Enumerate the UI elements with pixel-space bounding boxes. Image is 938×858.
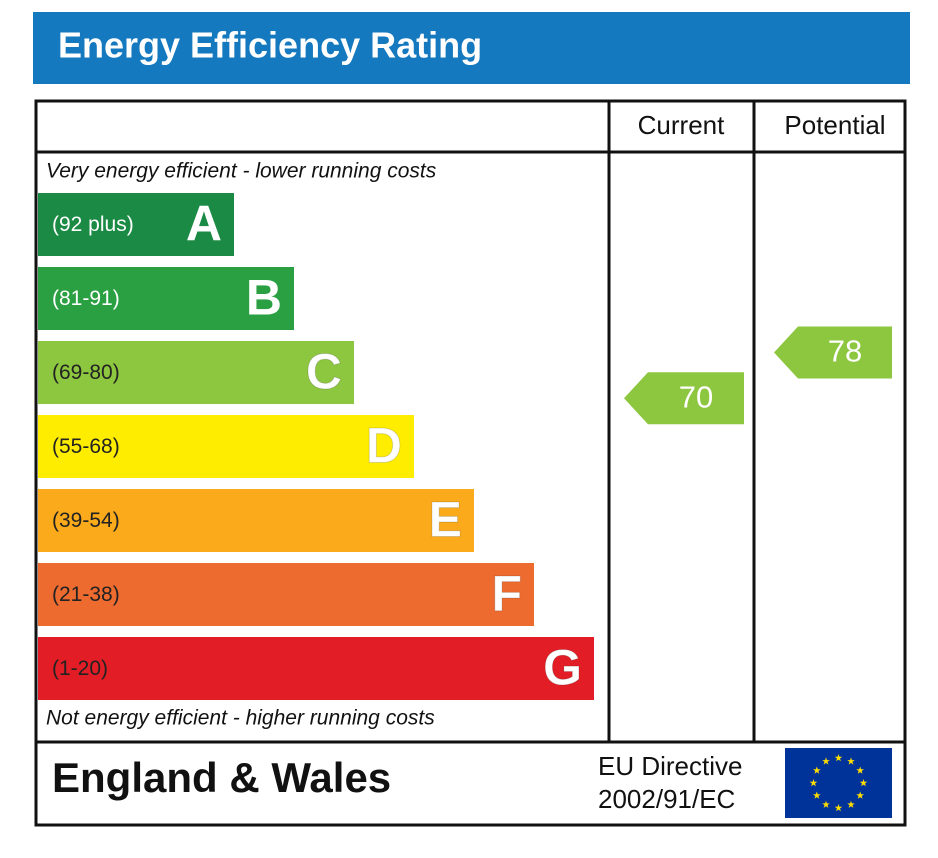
band-range: (69-80) [52, 361, 120, 384]
band-range: (92 plus) [52, 213, 134, 236]
rating-value: 70 [679, 379, 713, 414]
flag-star [856, 766, 864, 774]
title: Energy Efficiency Rating [58, 25, 482, 66]
band-bar [38, 267, 294, 330]
column-header: Current [638, 110, 725, 140]
frame [34, 99, 907, 827]
flag-star [809, 779, 818, 787]
band-range: (1-20) [52, 657, 108, 680]
flag-star [822, 757, 830, 765]
rating-value: 78 [828, 334, 862, 369]
flag-star [834, 804, 843, 812]
eu-flag [785, 748, 892, 818]
band-range: (21-38) [52, 583, 120, 606]
band-bar [38, 193, 234, 256]
directive: EU Directive [598, 751, 742, 781]
band-letter: E [429, 492, 462, 548]
column-header: Potential [784, 110, 885, 140]
flag-star [813, 766, 821, 774]
region: England & Wales [52, 754, 391, 801]
band-letter: G [543, 640, 582, 696]
band-range: (55-68) [52, 435, 120, 458]
band-letter: C [306, 344, 342, 400]
band-letter: F [491, 566, 522, 622]
band-bar [38, 341, 354, 404]
rating-arrow [624, 372, 744, 425]
flag-star [847, 800, 855, 808]
rating-arrow [774, 326, 892, 379]
band-letter: B [246, 270, 282, 326]
flag-star [813, 791, 821, 799]
flag-star [856, 791, 864, 799]
band-range: (81-91) [52, 287, 120, 310]
bottom-note: Not energy efficient - higher running co… [46, 707, 435, 730]
band-letter: A [186, 196, 222, 252]
band-bar [38, 415, 414, 478]
band-bar [38, 563, 534, 626]
flag-star [822, 800, 830, 808]
title-bar [33, 12, 910, 84]
band-bar [38, 489, 474, 552]
band-range: (39-54) [52, 509, 120, 532]
directive: 2002/91/EC [598, 784, 735, 814]
flag-star [859, 779, 868, 787]
flag-star [847, 757, 855, 765]
top-note: Very energy efficient - lower running co… [46, 160, 437, 183]
flag-star [834, 754, 843, 762]
band-bar [38, 637, 594, 700]
band-letter: D [366, 418, 402, 474]
